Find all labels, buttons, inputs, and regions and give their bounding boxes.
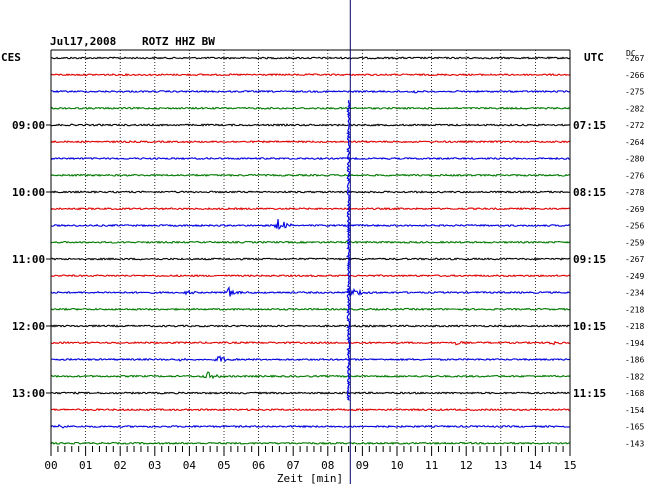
dc-offset-label: -168 (625, 389, 644, 398)
trace-row (50, 123, 571, 127)
trace-row (50, 89, 571, 94)
dc-offset-label: -234 (625, 289, 644, 298)
trace-row (50, 324, 571, 328)
right-time-label: 10:15 (573, 320, 606, 333)
x-axis-label: Zeit [min] (277, 472, 343, 485)
dc-offset-label: -182 (625, 372, 644, 381)
dc-offset-label: -154 (625, 406, 644, 415)
dc-offset-label: -276 (625, 171, 644, 180)
x-tick-label: 00 (44, 459, 57, 472)
plot-axes (46, 0, 571, 484)
trace-row (50, 190, 571, 194)
right-time-label: 11:15 (573, 387, 606, 400)
dc-offset-label: -267 (625, 54, 644, 63)
x-tick-label: 07 (287, 459, 300, 472)
left-zone-label: CES (1, 51, 21, 64)
trace-row (50, 173, 571, 177)
trace-row (50, 371, 571, 380)
trace-row (50, 423, 571, 429)
left-time-label: 13:00 (12, 387, 45, 400)
station-label: ROTZ HHZ BW (142, 35, 215, 48)
trace-row (50, 206, 571, 211)
x-tick-label: 09 (356, 459, 369, 472)
dc-offset-label: -143 (625, 439, 644, 448)
left-time-label: 10:00 (12, 186, 45, 199)
dc-offset-label: -165 (625, 423, 644, 432)
trace-row (50, 156, 571, 161)
trace-row (50, 257, 571, 261)
x-tick-label: 06 (252, 459, 265, 472)
dc-offset-label: -266 (625, 71, 644, 80)
x-tick-label: 03 (148, 459, 161, 472)
dc-offset-label: -272 (625, 121, 644, 130)
dc-offset-label: -186 (625, 356, 644, 365)
trace-row (50, 340, 571, 346)
dc-label: DC (626, 49, 636, 58)
x-tick-label: 08 (321, 459, 334, 472)
dc-offset-label: -249 (625, 272, 644, 281)
trace-row (50, 441, 571, 445)
trace-row (50, 240, 571, 244)
x-tick-label: 10 (390, 459, 403, 472)
date-label: Jul17,2008 (50, 35, 116, 48)
trace-row (50, 140, 571, 144)
dc-offset-label: -275 (625, 88, 644, 97)
right-time-label: 09:15 (573, 253, 606, 266)
trace-row (50, 355, 571, 363)
trace-row (50, 72, 571, 77)
plot-labels: Jul17,2008 ROTZ HHZ BW CES UTC DC Zeit [… (1, 35, 644, 485)
x-tick-label: 05 (217, 459, 230, 472)
dc-offset-label: -282 (625, 104, 644, 113)
x-tick-label: 15 (563, 459, 576, 472)
left-time-label: 12:00 (12, 320, 45, 333)
trace-row (50, 106, 571, 110)
trace-row (50, 274, 571, 278)
x-tick-label: 11 (425, 459, 438, 472)
dc-offset-label: -280 (625, 155, 644, 164)
trace-row (50, 408, 571, 412)
seismic-traces (50, 56, 571, 445)
plot-grid (50, 50, 571, 446)
dc-offset-label: -256 (625, 222, 644, 231)
trace-row (50, 56, 571, 60)
trace-row (50, 391, 571, 395)
dc-offset-label: -264 (625, 138, 644, 147)
right-time-label: 08:15 (573, 186, 606, 199)
main-event-spike (346, 100, 352, 401)
dc-offset-label: -278 (625, 188, 644, 197)
trace-row (50, 285, 571, 298)
x-tick-label: 12 (460, 459, 473, 472)
right-time-label: 07:15 (573, 119, 606, 132)
dc-offset-label: -194 (625, 339, 644, 348)
trace-row (50, 307, 571, 312)
x-tick-label: 04 (183, 459, 197, 472)
left-time-label: 11:00 (12, 253, 45, 266)
x-tick-label: 13 (494, 459, 507, 472)
x-tick-label: 02 (114, 459, 127, 472)
trace-row (50, 218, 571, 230)
dc-offset-label: -269 (625, 205, 644, 214)
left-time-label: 09:00 (12, 119, 45, 132)
dc-offset-label: -218 (625, 305, 644, 314)
x-tick-label: 01 (79, 459, 92, 472)
right-zone-label: UTC (584, 51, 604, 64)
dc-offset-label: -218 (625, 322, 644, 331)
dc-offset-label: -267 (625, 255, 644, 264)
x-tick-label: 14 (529, 459, 543, 472)
dc-offset-label: -259 (625, 238, 644, 247)
